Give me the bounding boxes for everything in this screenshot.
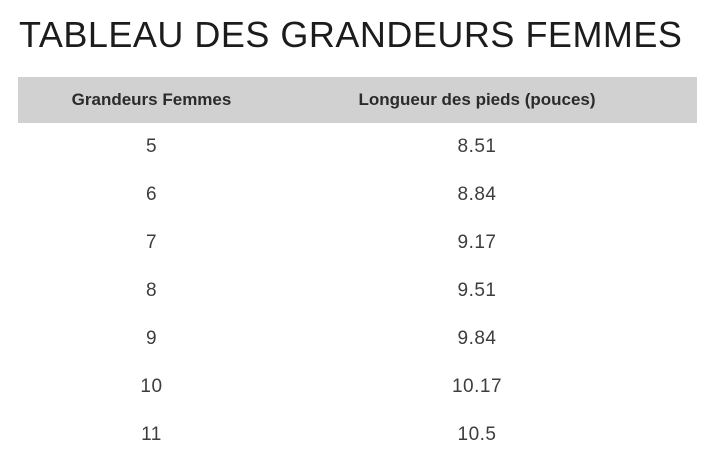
- table-row: 9 9.84: [18, 315, 697, 363]
- length-cell: 8.51: [285, 123, 697, 171]
- table-row: 11 10.5: [18, 411, 697, 459]
- size-cell: 8: [18, 267, 285, 315]
- column-header-size: Grandeurs Femmes: [18, 77, 285, 123]
- table-row: 5 8.51: [18, 123, 697, 171]
- size-cell: 11: [18, 411, 285, 459]
- size-cell: 10: [18, 363, 285, 411]
- column-header-foot-length: Longueur des pieds (pouces): [285, 77, 697, 123]
- length-cell: 8.84: [285, 171, 697, 219]
- table-row: 6 8.84: [18, 171, 697, 219]
- size-cell: 5: [18, 123, 285, 171]
- size-cell: 9: [18, 315, 285, 363]
- table-row: 10 10.17: [18, 363, 697, 411]
- length-cell: 9.51: [285, 267, 697, 315]
- table-header-row: Grandeurs Femmes Longueur des pieds (pou…: [18, 77, 697, 123]
- table-row: 7 9.17: [18, 219, 697, 267]
- size-cell: 7: [18, 219, 285, 267]
- page-title: TABLEAU DES GRANDEURS FEMMES: [19, 14, 683, 55]
- table-row: 8 9.51: [18, 267, 697, 315]
- size-cell: 6: [18, 171, 285, 219]
- length-cell: 9.17: [285, 219, 697, 267]
- length-cell: 9.84: [285, 315, 697, 363]
- size-chart-table: Grandeurs Femmes Longueur des pieds (pou…: [18, 77, 697, 459]
- length-cell: 10.17: [285, 363, 697, 411]
- length-cell: 10.5: [285, 411, 697, 459]
